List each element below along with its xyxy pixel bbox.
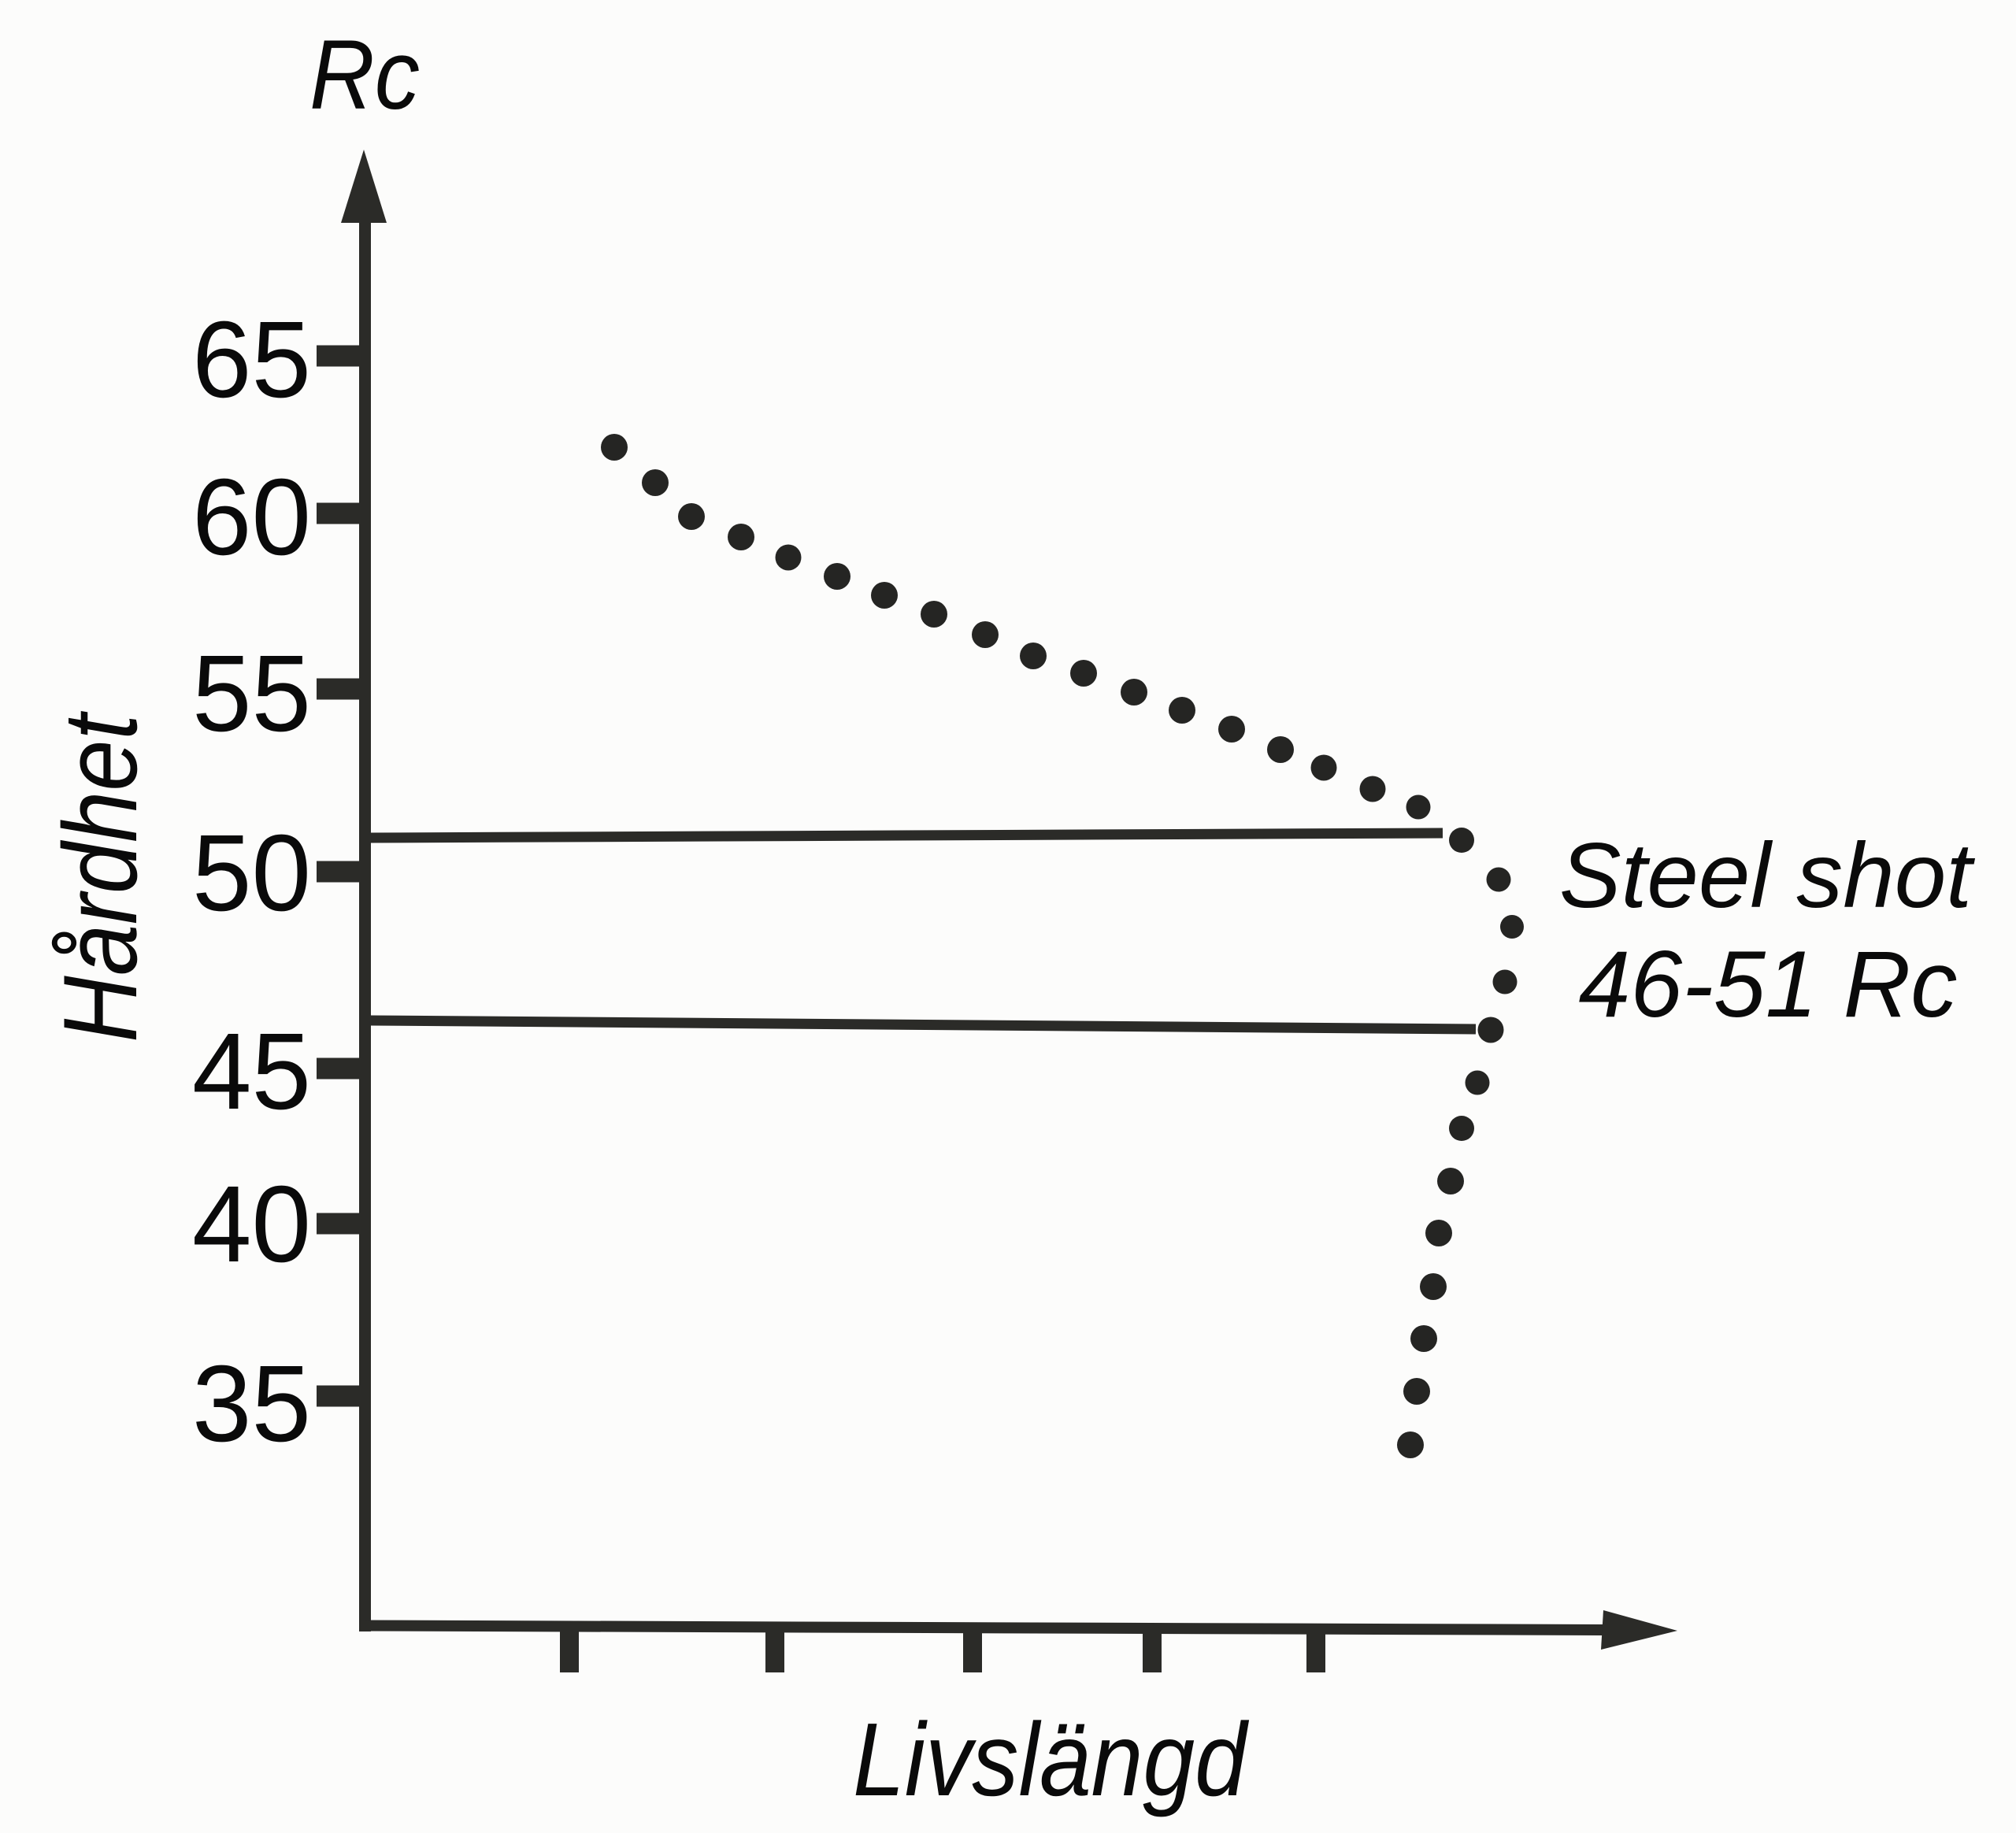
svg-text:46-51 Rc: 46-51 Rc [1579, 931, 1958, 1037]
svg-text:60: 60 [192, 457, 311, 578]
svg-text:55: 55 [192, 633, 311, 754]
svg-text:Rc: Rc [309, 20, 420, 130]
svg-text:45: 45 [192, 1011, 311, 1132]
svg-text:65: 65 [192, 299, 311, 420]
svg-text:Steel shot: Steel shot [1559, 824, 1976, 927]
svg-text:50: 50 [192, 813, 311, 934]
svg-text:35: 35 [192, 1343, 311, 1465]
svg-text:Livslängd: Livslängd [853, 1702, 1249, 1817]
svg-text:40: 40 [192, 1164, 311, 1285]
svg-text:Hårdhet: Hårdhet [43, 711, 159, 1043]
